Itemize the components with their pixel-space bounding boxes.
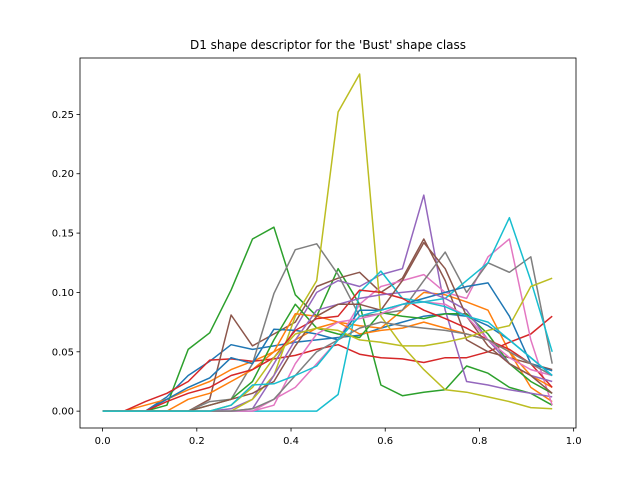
series-line-2	[102, 291, 553, 412]
x-axis: 0.0 0.2 0.4 0.6 0.8 1.0	[95, 428, 582, 447]
y-tick-label: 0.15	[52, 229, 74, 240]
series-line-9	[102, 73, 553, 412]
chart-title: D1 shape descriptor for the 'Bust' shape…	[190, 38, 466, 52]
x-tick-label: 0.6	[377, 436, 393, 447]
y-tick-label: 0.05	[52, 347, 74, 358]
series-line-10	[102, 216, 553, 412]
x-tick-label: 0.0	[95, 436, 111, 447]
x-tick-label: 0.8	[471, 436, 487, 447]
plot-frame	[79, 57, 577, 429]
y-tick-label: 0.10	[52, 288, 74, 299]
y-axis: 0.00 0.05 0.10 0.15 0.20 0.25	[52, 110, 80, 418]
y-tick-label: 0.20	[52, 169, 74, 180]
series-line-3	[102, 226, 553, 412]
y-tick-label: 0.25	[52, 110, 74, 121]
series-line-1	[102, 313, 553, 412]
x-tick-label: 0.4	[283, 436, 299, 447]
series-lines	[102, 73, 553, 412]
series-line-5	[102, 194, 553, 412]
series-line-20	[102, 301, 553, 412]
series-line-11	[102, 282, 553, 412]
y-tick-label: 0.00	[52, 407, 74, 418]
x-tick-label: 1.0	[566, 436, 582, 447]
series-line-4	[102, 315, 553, 412]
x-tick-label: 0.2	[189, 436, 205, 447]
